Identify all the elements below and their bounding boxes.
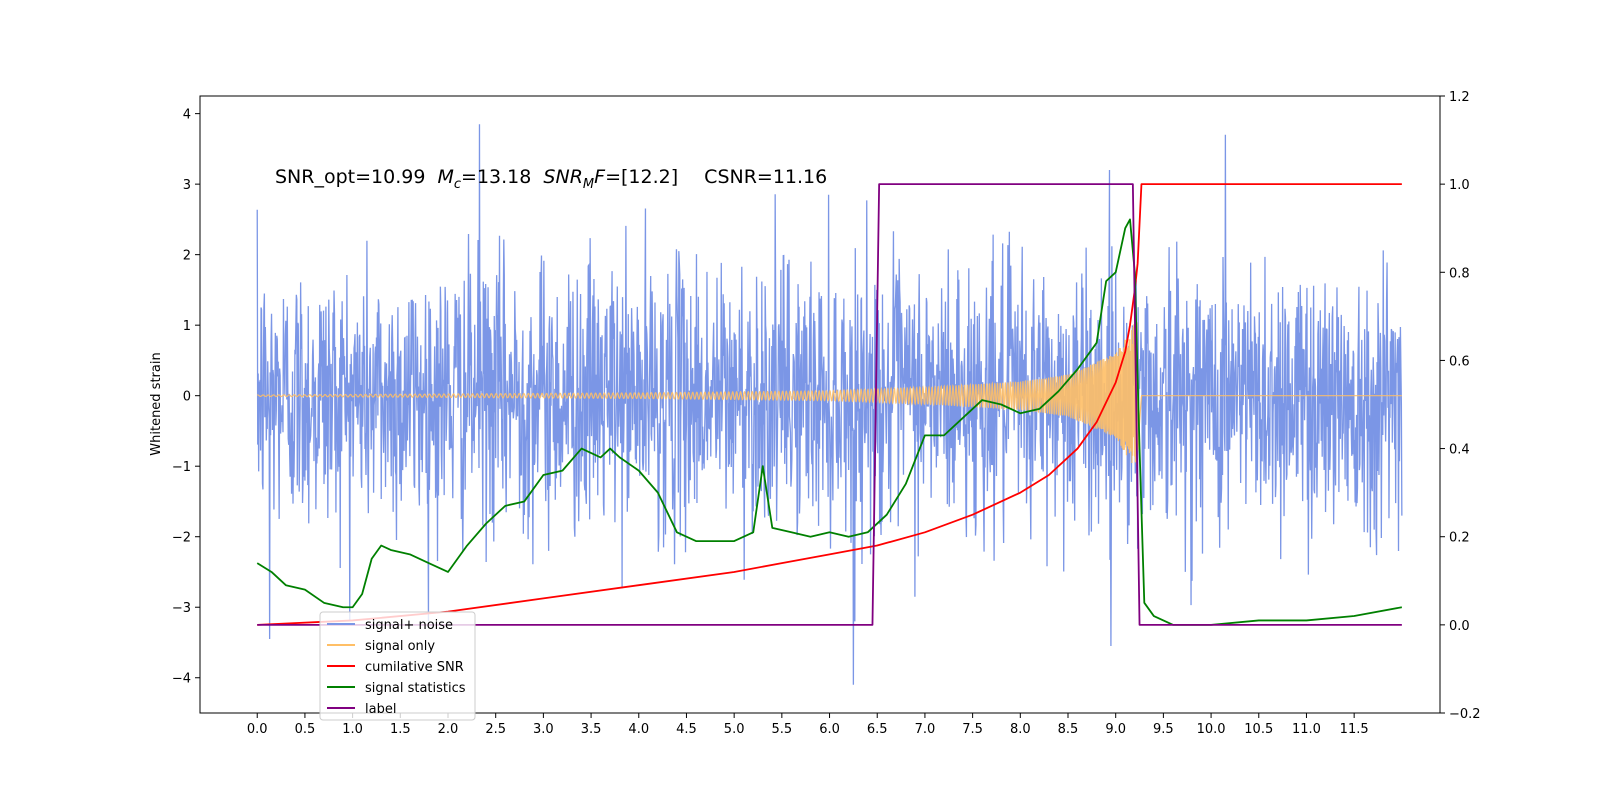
chart-annotation: SNR_opt=10.99 Mc=13.18 SNRMF=[12.2] CSNR…	[275, 166, 827, 192]
x-tick-label: 9.0	[1105, 722, 1126, 737]
y-tick-label: −2	[172, 531, 191, 546]
series-layer	[256, 124, 1403, 685]
x-tick-label: 4.5	[676, 722, 697, 737]
x-tick-label: 2.5	[485, 722, 506, 737]
legend-label: signal statistics	[365, 681, 466, 696]
y-tick-label: 1	[183, 319, 191, 334]
y-axis-label: Whitened strain	[149, 352, 164, 455]
x-tick-label: 5.0	[724, 722, 745, 737]
y-tick-label: −1	[172, 460, 191, 475]
annotation-csnr: CSNR=11.16	[704, 166, 827, 188]
x-tick-label: 0.5	[295, 722, 316, 737]
legend-label: cumilative SNR	[365, 660, 464, 675]
x-tick-label: 8.5	[1058, 722, 1079, 737]
annotation-snr-symbol: SNR	[543, 166, 582, 188]
y-tick-label: −3	[172, 601, 191, 616]
x-tick-label: 1.5	[390, 722, 411, 737]
y-tick-label: −4	[172, 672, 191, 687]
plot-frame	[199, 95, 1441, 714]
legend-item-cumulative-snr: cumilative SNR	[327, 660, 464, 675]
x-tick-label: 7.0	[915, 722, 936, 737]
y2-tick-label: 0.6	[1449, 354, 1470, 369]
annotation-snr-f: F	[594, 166, 606, 188]
x-tick-label: 6.0	[819, 722, 840, 737]
annotation-snr-sub: M	[583, 177, 594, 192]
y-tick-label: 3	[183, 178, 191, 193]
series-signal-only	[256, 321, 1402, 465]
y2-tick-label: 0.0	[1449, 619, 1470, 634]
y2-tick-label: −0.2	[1449, 707, 1481, 722]
annotation-mc-value: =13.18	[461, 166, 531, 188]
x-tick-label: 2.0	[438, 722, 459, 737]
x-tick-label: 6.5	[867, 722, 888, 737]
x-axis: 0.0 0.5 1.0 1.5 2.0 2.5 3.0 3.5 4.0 4.5 5.0 5.5 6.0 6…	[247, 713, 1369, 737]
x-tick-label: 3.5	[581, 722, 602, 737]
legend-item-label: label	[327, 702, 396, 717]
x-tick-label: 3.0	[533, 722, 554, 737]
y2-tick-label: 0.2	[1449, 531, 1470, 546]
x-tick-label: 11.5	[1340, 722, 1369, 737]
x-tick-label: 11.0	[1292, 722, 1321, 737]
legend-item-signal-statistics: signal statistics	[327, 681, 466, 696]
x-tick-label: 4.0	[628, 722, 649, 737]
y-axis-left: 4 3 2 1 0 −1 −2 −3 −4	[172, 108, 200, 687]
x-tick-label: 10.0	[1197, 722, 1226, 737]
legend-label: signal+ noise	[365, 618, 453, 633]
x-tick-label: 0.0	[247, 722, 268, 737]
series-signal-noise	[256, 124, 1403, 685]
y2-tick-label: 0.8	[1449, 266, 1470, 281]
annotation-mc-sub: c	[454, 177, 461, 192]
x-tick-label: 7.5	[962, 722, 983, 737]
x-tick-label: 10.5	[1244, 722, 1273, 737]
y-tick-label: 2	[183, 249, 191, 264]
y2-tick-label: 1.0	[1449, 178, 1470, 193]
legend-item-signal-noise: signal+ noise	[327, 618, 453, 633]
legend-label: label	[365, 702, 396, 717]
x-tick-label: 8.0	[1010, 722, 1031, 737]
y2-tick-label: 1.2	[1449, 90, 1470, 105]
legend-item-signal-only: signal only	[327, 639, 435, 654]
annotation-snr-opt: SNR_opt=10.99	[275, 166, 425, 188]
x-tick-label: 1.0	[342, 722, 363, 737]
series-signal-statistics	[256, 218, 1403, 626]
y2-tick-label: 0.4	[1449, 443, 1470, 458]
y-axis-right: 1.2 1.0 0.8 0.6 0.4 0.2 0.0 −0.2	[1440, 90, 1481, 722]
legend: signal+ noise signal only cumilative SNR…	[319, 611, 476, 721]
y-tick-label: 4	[183, 108, 191, 123]
series-cumulative-snr	[257, 183, 1402, 626]
legend-box	[319, 611, 476, 721]
x-tick-label: 9.5	[1153, 722, 1174, 737]
series-label	[257, 183, 1402, 626]
annotation-mc-symbol: M	[437, 166, 453, 188]
legend-label: signal only	[365, 639, 435, 654]
annotation-snr-value: =[12.2]	[605, 166, 678, 188]
y-tick-label: 0	[183, 390, 191, 405]
x-tick-label: 5.5	[772, 722, 793, 737]
